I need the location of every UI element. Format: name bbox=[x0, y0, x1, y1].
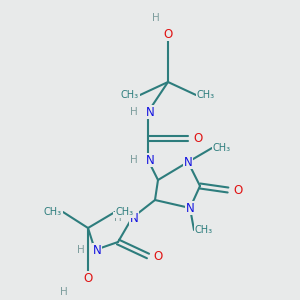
Text: CH₃: CH₃ bbox=[213, 143, 231, 153]
Text: H: H bbox=[152, 13, 160, 23]
Text: H: H bbox=[60, 287, 68, 297]
Text: N: N bbox=[93, 244, 101, 256]
Text: CH₃: CH₃ bbox=[121, 90, 139, 100]
Text: H: H bbox=[130, 155, 138, 165]
Text: CH₃: CH₃ bbox=[44, 207, 62, 217]
Text: N: N bbox=[184, 155, 192, 169]
Text: O: O bbox=[164, 28, 172, 40]
Text: N: N bbox=[130, 212, 138, 224]
Text: O: O bbox=[194, 131, 202, 145]
Text: N: N bbox=[146, 154, 154, 166]
Text: H: H bbox=[130, 107, 138, 117]
Text: O: O bbox=[153, 250, 163, 262]
Text: CH₃: CH₃ bbox=[195, 225, 213, 235]
Text: O: O bbox=[83, 272, 93, 284]
Text: H: H bbox=[77, 245, 85, 255]
Text: O: O bbox=[233, 184, 243, 196]
Text: N: N bbox=[186, 202, 194, 214]
Text: CH₃: CH₃ bbox=[116, 207, 134, 217]
Text: N: N bbox=[146, 106, 154, 118]
Text: CH₃: CH₃ bbox=[197, 90, 215, 100]
Text: H: H bbox=[114, 213, 122, 223]
